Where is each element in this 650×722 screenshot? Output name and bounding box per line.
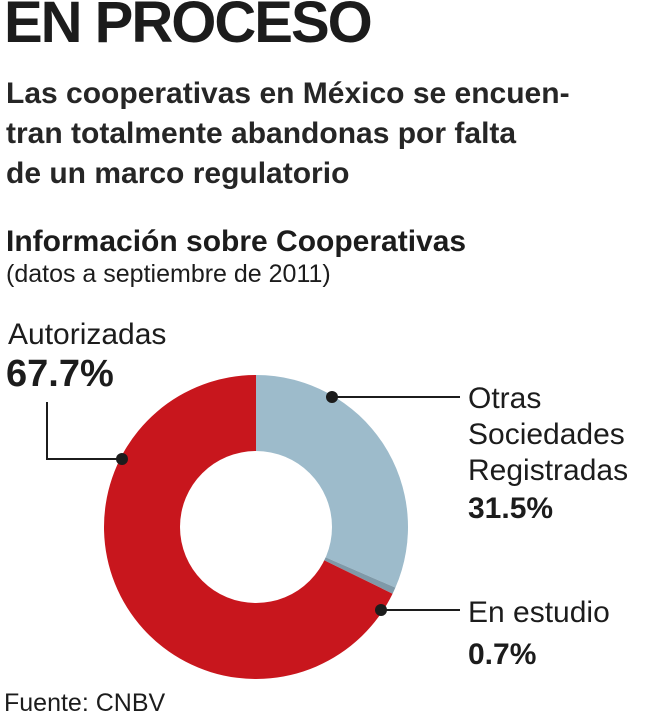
source-note: Fuente: CNBV <box>4 689 166 717</box>
chart-subtitle: (datos a septiembre de 2011) <box>6 260 331 288</box>
leader-dot-autorizadas <box>116 453 128 465</box>
chart-title: Información sobre Cooperativas <box>6 225 467 258</box>
slice-value-en-estudio: 0.7% <box>468 638 536 671</box>
headline-title: EN PROCESO <box>4 0 373 55</box>
leader-line-autorizadas <box>46 402 122 460</box>
leader-lines <box>46 396 460 611</box>
donut-hole <box>180 451 332 603</box>
leader-dot-otras <box>326 391 338 403</box>
subtitle-line: Las cooperativas en México se encuen- <box>6 77 570 110</box>
headline-subtitle: Las cooperativas en México se encuen- tr… <box>6 74 646 194</box>
slice-label-autorizadas: Autorizadas <box>8 318 166 351</box>
slice-value-autorizadas: 67.7% <box>6 353 114 395</box>
slice-label-otras-line2: Sociedades <box>468 418 625 451</box>
subtitle-line: tran totalmente abandonas por falta <box>6 117 517 150</box>
leader-dot-en-estudio <box>375 604 387 616</box>
slice-label-otras-line1: Otras <box>468 382 541 415</box>
slice-label-otras-line3: Registradas <box>468 454 628 487</box>
slice-label-en-estudio: En estudio <box>468 596 610 629</box>
subtitle-line: de un marco regulatorio <box>6 157 350 190</box>
slice-value-otras: 31.5% <box>468 492 553 525</box>
